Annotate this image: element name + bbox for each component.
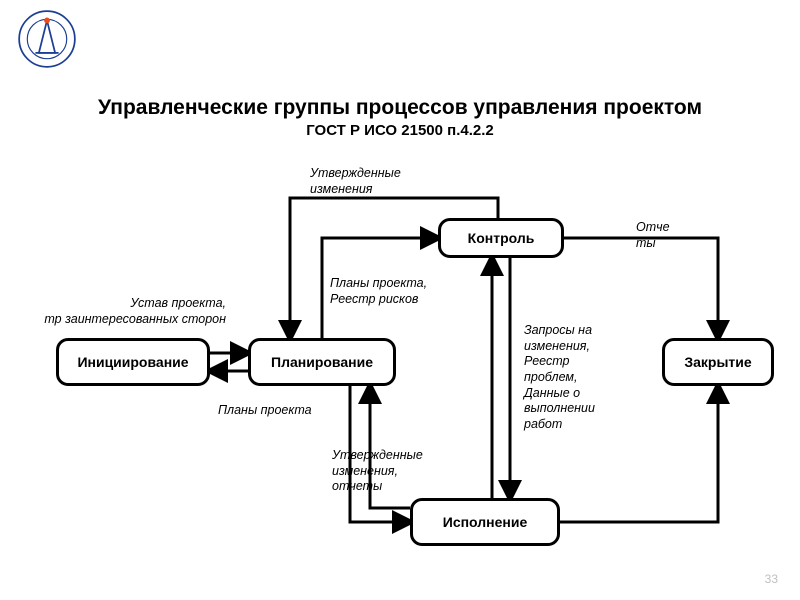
node-execution: Исполнение [410,498,560,546]
edge-label-plans-registry: Планы проекта, Реестр рисков [330,276,427,307]
node-initiation: Инициирование [56,338,210,386]
edge-label-reports: Отче ты [636,220,670,251]
edge-label-approved-changes-top: Утвержденные изменения [310,166,401,197]
node-closing: Закрытие [662,338,774,386]
node-planning: Планирование [248,338,396,386]
node-label: Инициирование [77,354,188,370]
edge-label-charter: Устав проекта, тр заинтересованных сторо… [40,296,226,327]
node-label: Исполнение [443,514,528,530]
node-label: Контроль [468,230,535,246]
slide-subtitle: ГОСТ Р ИСО 21500 п.4.2.2 [60,122,740,139]
edge-label-requests: Запросы на изменения, Реестр проблем, Да… [524,323,595,432]
node-label: Планирование [271,354,373,370]
slide: Управленческие группы процессов управлен… [0,0,800,600]
slide-title: Управленческие группы процессов управлен… [60,96,740,120]
edge-label-approved-reports: Утвержденные изменения, отчеты [332,448,423,495]
node-control: Контроль [438,218,564,258]
slide-number: 33 [765,572,778,586]
node-label: Закрытие [684,354,751,370]
edge-label-plans-bottom: Планы проекта [218,403,312,419]
university-logo [18,10,76,68]
process-diagram: Инициирование Планирование Контроль Испо… [0,158,800,578]
